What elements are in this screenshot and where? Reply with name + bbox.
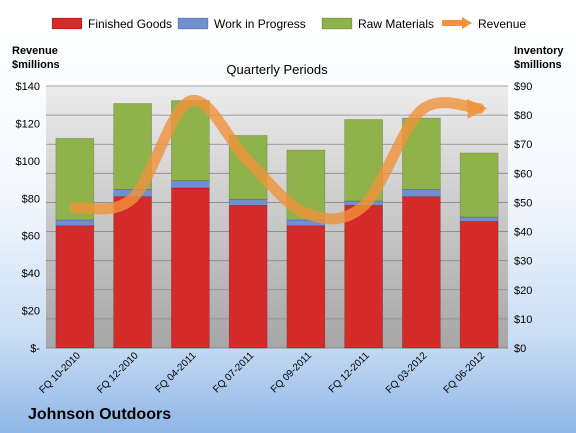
revenue-tick-label: $-	[30, 343, 40, 355]
legend-swatch	[177, 17, 209, 30]
inventory-tick-label: $10	[514, 314, 532, 326]
right-axis-ticks: $0 $10 $20 $30 $40 $50 $60 $70 $80 $90	[514, 81, 532, 355]
category-label: FQ 12-2010	[95, 350, 141, 396]
left-axis-ticks: $- $20 $40 $60 $80 $100 $120 $140	[16, 81, 41, 355]
bar-raw-materials	[459, 152, 499, 218]
legend-swatch	[51, 17, 83, 30]
inventory-tick-label: $30	[514, 256, 532, 268]
revenue-tick-label: $80	[22, 193, 40, 205]
category-label: FQ 09-2011	[269, 350, 314, 395]
inventory-tick-label: $50	[514, 197, 532, 209]
revenue-tick-label: $40	[22, 268, 40, 280]
axis-titles: Revenue $millions Inventory $millions Quarte…	[12, 45, 564, 77]
bar-finished-goods	[171, 187, 210, 349]
revenue-tick-label: $120	[16, 118, 40, 130]
category-label: FQ 04-2011	[154, 350, 199, 395]
bar-finished-goods	[228, 205, 268, 349]
revenue-line	[69, 95, 488, 225]
category-label: FQ 03-2012	[384, 350, 430, 396]
left-axis-title: Revenue	[12, 45, 58, 57]
revenue-tick-label: $140	[16, 81, 40, 93]
legend-label: Finished Goods	[88, 17, 172, 31]
bar-work-in-progress	[228, 199, 268, 206]
legend-label: Revenue	[478, 17, 526, 31]
legend-arrow-icon	[462, 17, 472, 29]
category-label: FQ 07-2011	[211, 350, 256, 395]
inventory-tick-label: $20	[514, 285, 532, 297]
right-axis-title: Inventory	[514, 45, 564, 57]
category-label: FQ 06-2012	[442, 350, 488, 396]
revenue-tick-label: $100	[16, 156, 40, 168]
bar-work-in-progress	[459, 216, 499, 222]
legend-label: Raw Materials	[358, 17, 434, 31]
bar-finished-goods	[286, 225, 326, 349]
revenue-line-path	[69, 95, 488, 225]
inventory-tick-label: $80	[514, 110, 532, 122]
bar-work-in-progress	[402, 189, 441, 197]
legend: Finished Goods Work in Progress Raw Materi…	[51, 17, 526, 31]
bar-finished-goods	[459, 221, 499, 349]
legend-swatch	[321, 17, 353, 30]
left-axis-title: $millions	[12, 59, 60, 71]
inventory-tick-label: $70	[514, 139, 532, 151]
bar-work-in-progress	[171, 180, 210, 189]
bar-finished-goods	[344, 205, 383, 349]
category-labels: FQ 10-2010 FQ 12-2010 FQ 04-2011 FQ 07-2011…	[37, 350, 487, 396]
revenue-tick-label: $20	[22, 306, 40, 318]
inventory-tick-label: $40	[514, 227, 532, 239]
right-axis-title: $millions	[514, 59, 562, 71]
inventory-tick-label: $0	[514, 343, 526, 355]
inventory-tick-label: $90	[514, 81, 532, 93]
revenue-tick-label: $60	[22, 231, 40, 243]
bar-finished-goods	[55, 225, 95, 349]
inventory-tick-label: $60	[514, 168, 532, 180]
bar-work-in-progress	[55, 219, 95, 227]
chart-title: Quarterly Periods	[226, 62, 328, 77]
bar-finished-goods	[402, 196, 441, 349]
category-label: FQ 10-2010	[37, 350, 83, 396]
bar-finished-goods	[113, 196, 152, 349]
category-label: FQ 12-2011	[327, 350, 372, 395]
legend-label: Work in Progress	[214, 17, 306, 31]
company-name: Johnson Outdoors	[28, 406, 172, 423]
